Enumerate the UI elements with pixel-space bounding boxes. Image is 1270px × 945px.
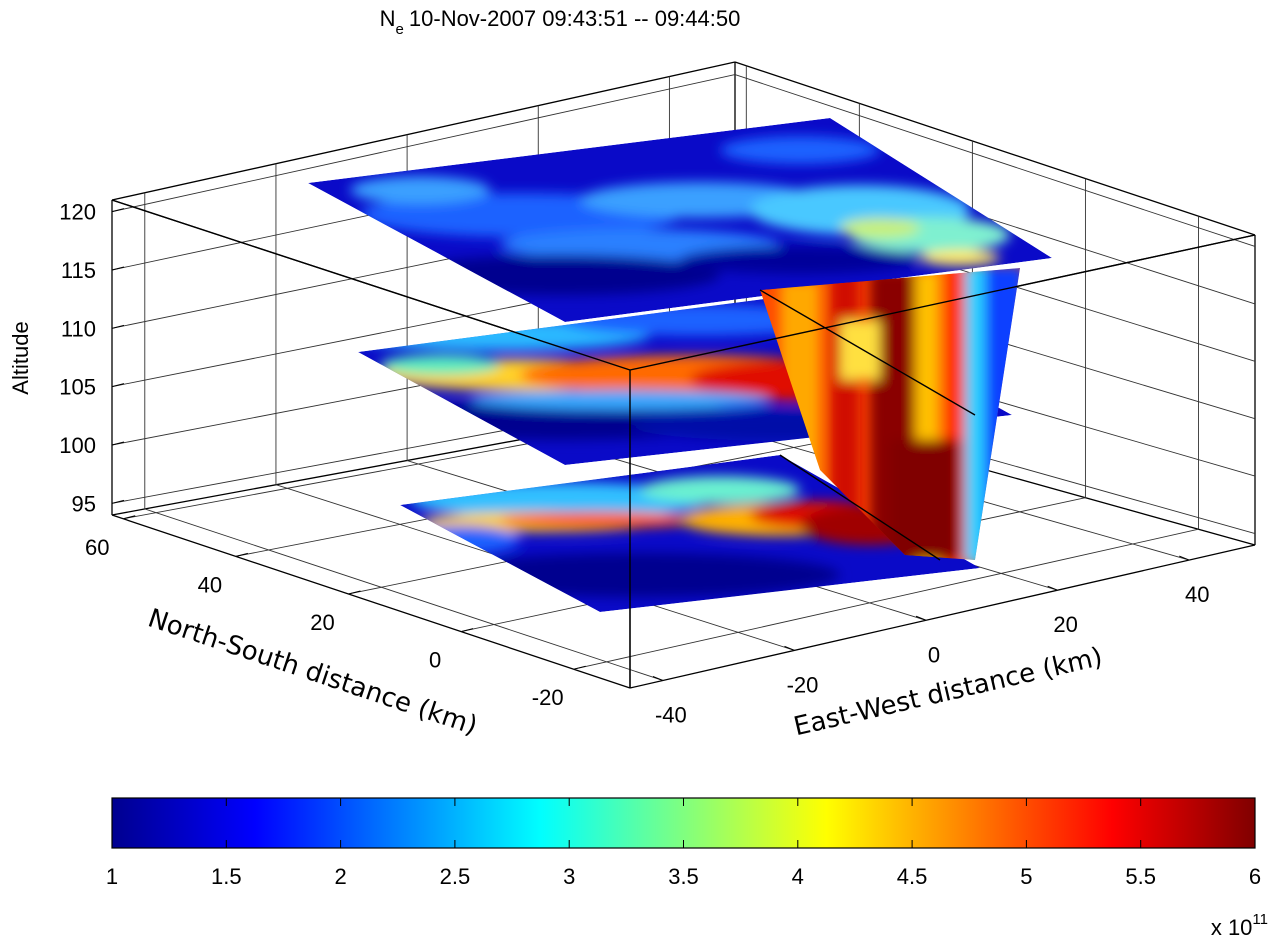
altitude-tick-1: 100: [59, 433, 96, 458]
colorbar-tick-5: 3.5: [668, 864, 699, 889]
grid-ew-floor-0: [144, 508, 664, 681]
colorbar-ticks: 1 1.5 2 2.5 3 3.5 4 4.5 5 5.5 6: [106, 798, 1261, 889]
east-west-axis: -40 -20 0 20 40: [652, 555, 1209, 727]
north-south-tickmark-2: [348, 590, 361, 595]
title-rest: 10-Nov-2007 09:43:51 -- 09:44:50: [409, 6, 740, 31]
colorbar-tick-3: 2.5: [440, 864, 471, 889]
east-west-tick-0: -40: [655, 702, 687, 727]
altitude-tickmark-5: [111, 208, 125, 213]
east-west-tickmark-0: [652, 676, 664, 681]
colorbar-tick-2: 2: [334, 864, 346, 889]
east-west-tickmark-1: [784, 645, 795, 651]
colorbar-tick-9: 5.5: [1125, 864, 1156, 889]
title-symbol: N: [380, 6, 396, 31]
multiplier-exp: 11: [1252, 911, 1268, 928]
altitude-label: Altitude: [8, 321, 33, 394]
altitude-tick-4: 115: [61, 258, 96, 283]
east-west-tick-1: -20: [787, 672, 819, 697]
colorbar-tick-10: 6: [1249, 864, 1261, 889]
colorbar-tick-6: 4: [792, 864, 804, 889]
grid-ns-floor-0: [573, 528, 1199, 670]
east-west-tick-3: 20: [1053, 612, 1077, 637]
east-west-tick-2: 0: [928, 642, 940, 667]
north-south-tickmark-4: [123, 515, 136, 520]
altitude-tickmark-3: [111, 324, 125, 329]
altitude-tick-5: 120: [59, 200, 96, 225]
north-south-axis: -20 0 20 40 60: [85, 515, 586, 710]
grid-z-left-5: [111, 74, 736, 213]
colorbar-tick-7: 4.5: [897, 864, 928, 889]
east-west-tickmark-4: [1179, 555, 1190, 561]
altitude-tickmark-0: [111, 499, 125, 504]
east-west-tickmark-3: [1047, 585, 1058, 591]
north-south-tick-3: 40: [198, 572, 222, 597]
altitude-axis: 95 100 105 110 115 120: [59, 200, 125, 516]
altitude-tick-2: 105: [59, 375, 96, 400]
colorbar-tick-1: 1.5: [211, 864, 242, 889]
east-west-label: East-West distance (km): [791, 642, 1105, 742]
east-west-tick-4: 40: [1185, 582, 1209, 607]
chart-title: Ne 10-Nov-2007 09:43:51 -- 09:44:50: [380, 6, 741, 38]
north-south-tickmark-0: [573, 665, 586, 670]
altitude-tickmark-2: [111, 383, 125, 388]
east-west-tickmark-2: [915, 615, 927, 621]
multiplier-base: x 10: [1211, 915, 1253, 940]
colorbar-tick-0: 1: [106, 864, 118, 889]
north-south-tickmark-3: [235, 552, 248, 557]
colorbar-tick-8: 5: [1020, 864, 1032, 889]
north-south-tick-4: 60: [85, 535, 109, 560]
north-south-tick-0: -20: [532, 685, 564, 710]
north-south-tick-2: 20: [310, 610, 334, 635]
north-south-tick-1: 0: [429, 648, 441, 673]
colorbar-tick-4: 3: [563, 864, 575, 889]
altitude-tick-0: 95: [72, 491, 96, 516]
box-front-edges: [111, 199, 1256, 688]
altitude-tick-3: 110: [61, 316, 96, 341]
grid-z-right-5: [734, 74, 1256, 247]
colorbar-multiplier: x 1011: [1211, 911, 1268, 940]
altitude-tickmark-4: [111, 266, 125, 271]
altitude-tickmark-1: [111, 441, 125, 446]
title-subscript: e: [396, 21, 404, 38]
north-south-tickmark-1: [460, 628, 474, 633]
